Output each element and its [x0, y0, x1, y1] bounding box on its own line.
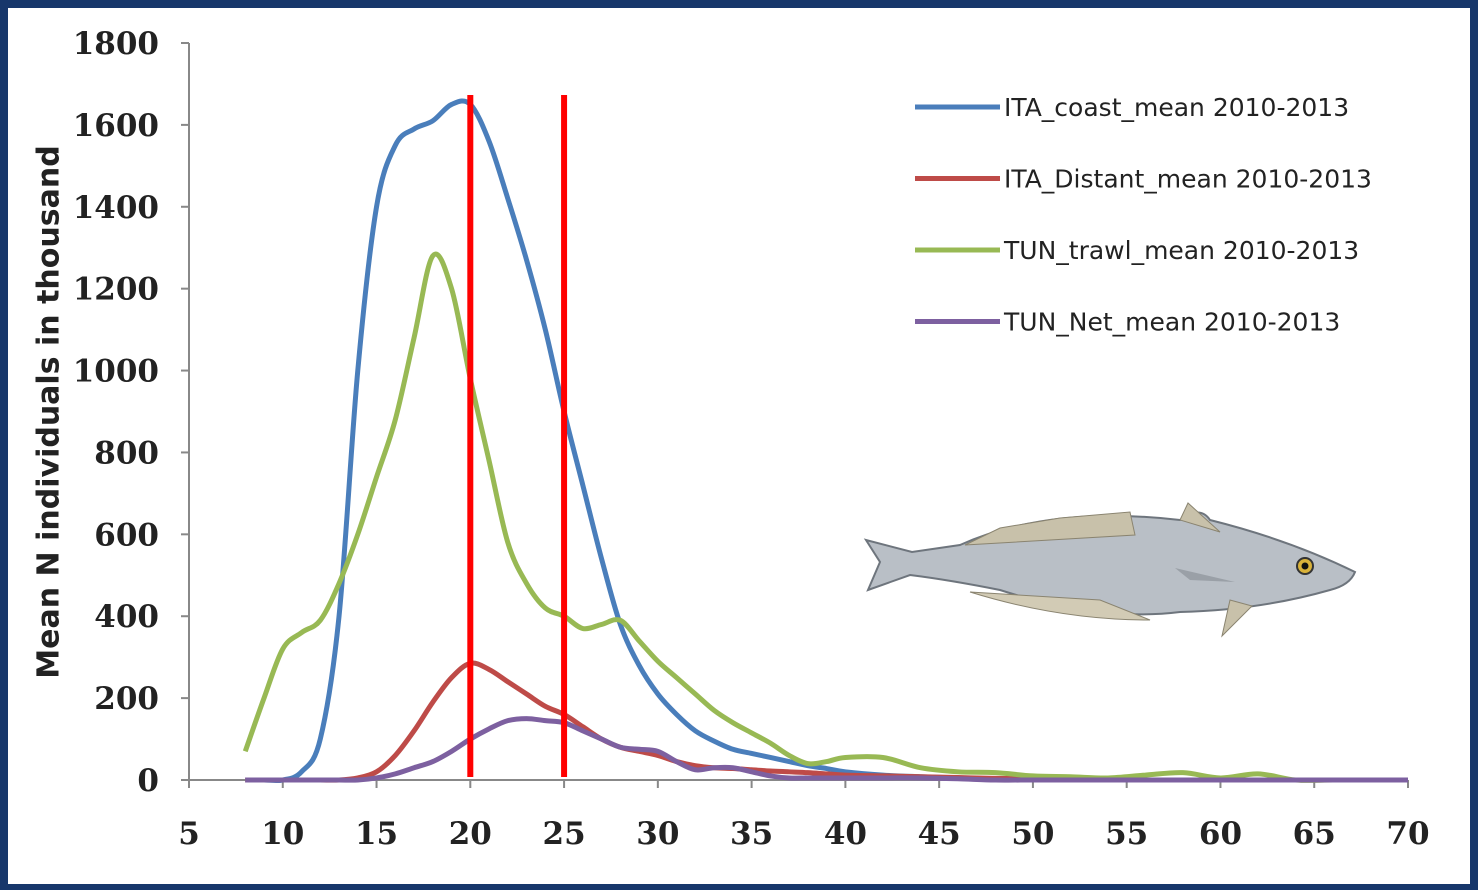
legend-label: ITA_coast_mean 2010-2013	[1004, 93, 1349, 122]
x-tick-label: 70	[1386, 816, 1429, 852]
y-axis-label: Mean N individuals in thousand	[32, 145, 67, 678]
y-tick-label: 1000	[73, 354, 159, 390]
x-tick-label: 40	[824, 816, 867, 852]
y-tick-label: 0	[137, 763, 159, 799]
x-tick-label: 50	[1011, 816, 1054, 852]
x-tick-label: 65	[1293, 816, 1336, 852]
legend-label: ITA_Distant_mean 2010-2013	[1004, 165, 1372, 194]
y-tick-label: 1600	[73, 108, 159, 144]
y-tick-label: 200	[94, 681, 159, 717]
y-tick-label: 800	[94, 435, 159, 471]
x-tick-label: 20	[449, 816, 492, 852]
x-tick-label: 10	[261, 816, 304, 852]
x-tick-label: 45	[918, 816, 961, 852]
x-tick-label: 25	[543, 816, 586, 852]
y-tick-label: 1200	[73, 272, 159, 308]
fish-illustration	[863, 502, 1357, 638]
x-tick-label: 60	[1199, 816, 1242, 852]
x-tick-label: 5	[178, 816, 200, 852]
x-tick-label: 55	[1105, 816, 1148, 852]
x-tick-label: 35	[730, 816, 773, 852]
legend-label: TUN_trawl_mean 2010-2013	[1003, 236, 1359, 265]
x-tick-label: 15	[355, 816, 398, 852]
legend-label: TUN_Net_mean 2010-2013	[1003, 308, 1340, 337]
y-tick-label: 1400	[73, 190, 159, 226]
y-tick-label: 600	[94, 517, 159, 553]
y-tick-label: 400	[94, 599, 159, 635]
x-tick-label: 30	[636, 816, 679, 852]
y-tick-label: 1800	[73, 26, 159, 62]
series-line	[245, 716, 1408, 783]
